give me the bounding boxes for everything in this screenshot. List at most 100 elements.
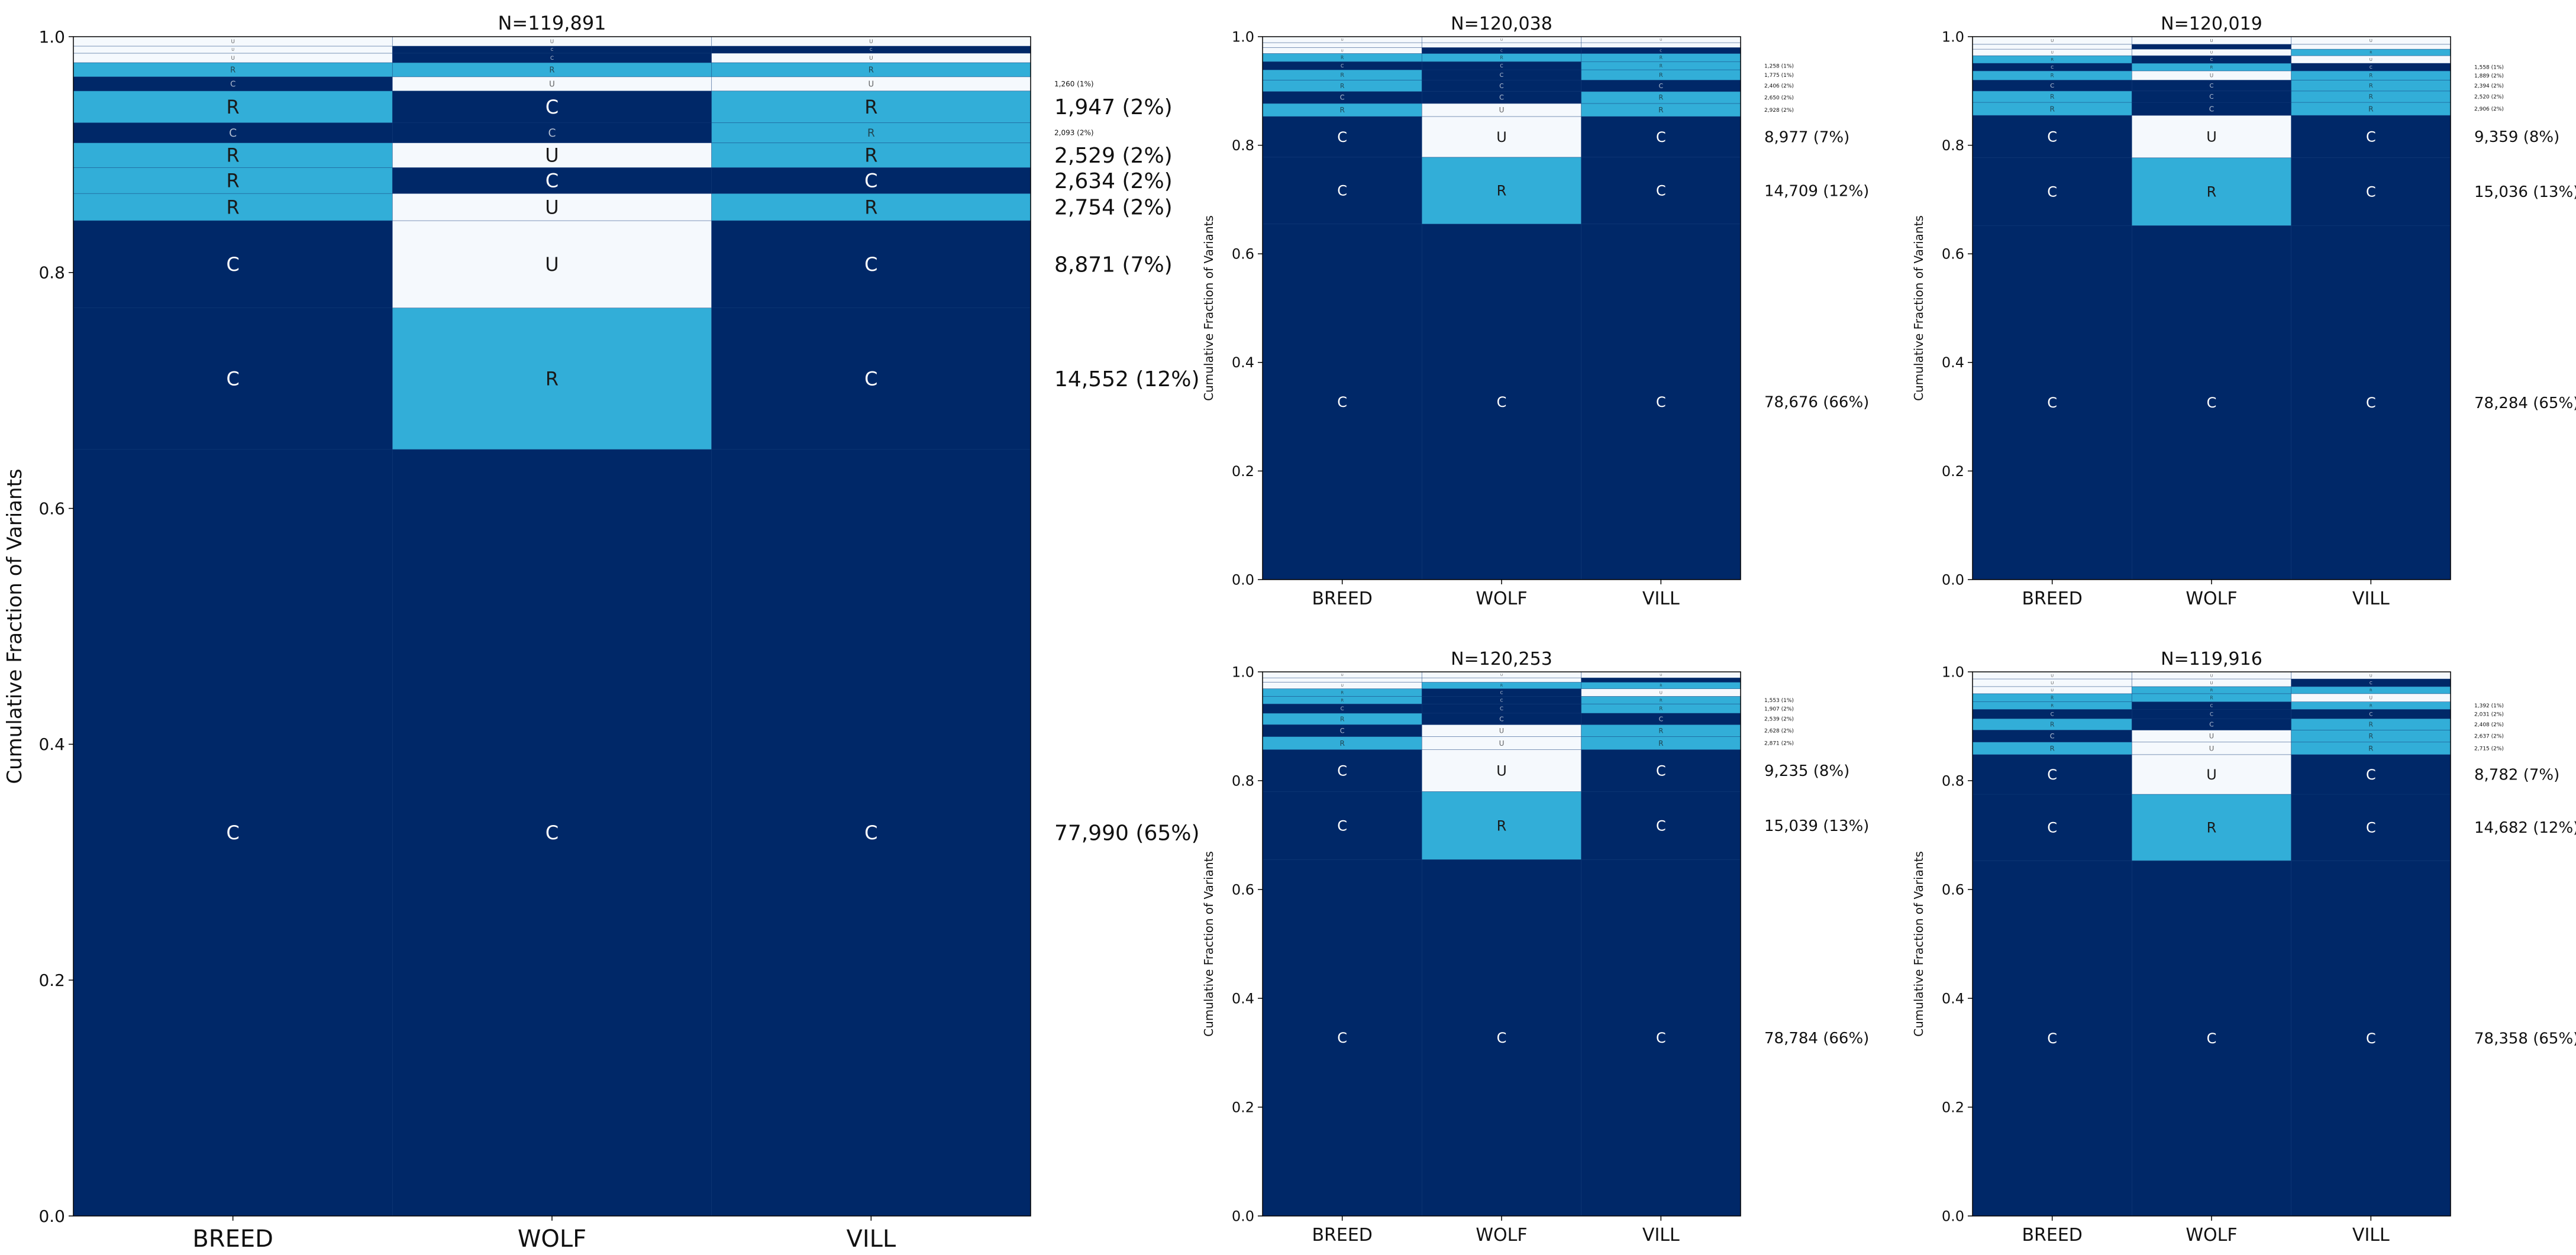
segment-3-vill — [711, 220, 1031, 309]
segment-5-vill — [711, 167, 1031, 194]
y-tick-label: 0.6 — [1232, 881, 1254, 898]
segment-1-vill — [1581, 224, 1741, 580]
x-category-label: WOLF — [1476, 588, 1527, 609]
segment-class-label: C — [550, 56, 554, 62]
segment-class-label: U — [2210, 38, 2213, 43]
y-tick-label: 0.6 — [1942, 246, 1964, 263]
segment-class-label: C — [1499, 715, 1503, 723]
segment-count-label: 1,258 (1%) — [1764, 63, 1794, 69]
segment-3-breed — [1972, 115, 2132, 159]
segment-class-label: R — [1660, 55, 1663, 60]
segment-count-label: 2,406 (2%) — [1764, 83, 1794, 89]
segment-class-label: C — [1656, 129, 1666, 145]
chart-title: N=119,916 — [2161, 649, 2262, 669]
segment-11-vill — [1581, 42, 1741, 48]
segment-5-breed — [73, 167, 393, 194]
segment-2-wolf — [1421, 791, 1582, 860]
segment-8-breed — [73, 90, 393, 123]
segment-class-label: R — [867, 127, 875, 140]
chart-panel-4: C C C 78,784 (66%)C R C 15,039 (13%)C U C 9,235 (… — [1202, 649, 1869, 1246]
segment-class-label: R — [864, 144, 877, 167]
segment-class-label: C — [1340, 94, 1345, 102]
segment-class-label: U — [545, 144, 559, 167]
segment-class-label: U — [231, 56, 234, 62]
segment-class-label: R — [2369, 73, 2372, 79]
segment-count-label: 2,634 (2%) — [1054, 169, 1173, 193]
y-axis-label: Cumulative Fraction of Variants — [1202, 215, 1216, 401]
segment-class-label: C — [2207, 394, 2217, 411]
y-tick-label: 0.2 — [38, 971, 65, 990]
segment-count-label: 2,031 (2%) — [2474, 711, 2504, 717]
segment-11-wolf — [2131, 44, 2292, 50]
segment-count-label: 8,977 (7%) — [1764, 128, 1849, 146]
segment-count-label: 1,392 (1%) — [2474, 703, 2504, 709]
segment-class-label: U — [1496, 762, 1507, 779]
segment-count-label: 2,754 (2%) — [1054, 196, 1173, 220]
segment-count-label: 2,394 (2%) — [2474, 83, 2504, 89]
segment-count-label: 2,637 (2%) — [2474, 734, 2504, 740]
segment-class-label: R — [2210, 695, 2213, 700]
segment-2-breed — [1972, 157, 2132, 226]
segment-3-vill — [2291, 115, 2451, 159]
segment-class-label: R — [227, 169, 240, 192]
segment-class-label: C — [545, 169, 559, 192]
x-category-label: WOLF — [1476, 1225, 1527, 1246]
segment-class-label: R — [1341, 55, 1344, 60]
segment-count-label: 8,782 (7%) — [2474, 766, 2559, 784]
y-tick-label: 1.0 — [1942, 664, 1964, 680]
segment-3-vill — [2291, 754, 2451, 795]
segment-class-label: U — [2370, 673, 2372, 678]
segment-3-wolf — [392, 220, 712, 309]
segment-class-label: C — [230, 80, 235, 89]
segment-class-label: R — [1497, 183, 1507, 199]
segment-class-label: U — [1499, 106, 1505, 114]
segment-class-label: C — [864, 169, 877, 192]
segment-class-label: U — [2209, 744, 2215, 752]
segment-class-label: C — [1500, 697, 1503, 703]
segment-class-label: C — [1341, 63, 1344, 69]
segment-class-label: C — [1337, 1030, 1347, 1046]
segment-2-wolf — [1421, 157, 1582, 225]
segment-class-label: C — [226, 367, 239, 390]
segment-class-label: C — [2209, 720, 2213, 728]
segment-class-label: R — [2369, 93, 2374, 101]
segment-count-label: 9,235 (8%) — [1764, 762, 1849, 780]
segment-class-label: U — [2051, 38, 2054, 43]
segment-1-breed — [1262, 859, 1422, 1217]
segment-class-label: U — [1496, 129, 1507, 145]
segment-class-label: U — [869, 39, 873, 45]
segment-class-label: U — [231, 47, 234, 52]
segment-class-label: R — [2050, 93, 2055, 101]
segment-class-label: C — [1659, 83, 1663, 90]
segment-class-label: C — [1656, 394, 1666, 410]
segment-count-label: 78,284 (65%) — [2474, 394, 2576, 412]
segment-class-label: C — [2047, 394, 2057, 411]
segment-class-label: C — [2366, 128, 2376, 145]
segment-count-label: 2,628 (2%) — [1764, 729, 1794, 735]
segment-3-breed — [1262, 116, 1422, 158]
x-category-label: VILL — [1642, 1225, 1680, 1246]
chart-title: N=119,891 — [498, 12, 606, 34]
segment-class-label: R — [549, 66, 554, 75]
segment-class-label: R — [2370, 703, 2372, 709]
segment-count-label: 14,682 (12%) — [2474, 819, 2576, 837]
segment-1-vill — [2291, 225, 2451, 580]
y-tick-label: 0.0 — [1232, 1208, 1254, 1224]
segment-class-label: R — [1340, 72, 1344, 79]
segment-class-label: C — [864, 253, 877, 276]
segment-class-label: R — [869, 66, 874, 75]
segment-1-vill — [711, 449, 1031, 1217]
segment-class-label: R — [227, 144, 240, 167]
y-tick-label: 0.4 — [1232, 354, 1254, 371]
chart-title: N=120,019 — [2161, 14, 2262, 34]
chart-title: N=120,038 — [1451, 14, 1552, 34]
segment-class-label: U — [1500, 38, 1503, 42]
segment-class-label: C — [2210, 711, 2213, 717]
segment-count-label: 2,650 (2%) — [1764, 95, 1794, 101]
segment-1-wolf — [2131, 860, 2292, 1217]
segment-class-label: C — [1500, 690, 1503, 695]
segment-class-label: U — [2370, 57, 2372, 62]
segment-2-vill — [2291, 157, 2451, 226]
segment-class-label: R — [2049, 105, 2055, 113]
segment-class-label: U — [550, 39, 554, 45]
